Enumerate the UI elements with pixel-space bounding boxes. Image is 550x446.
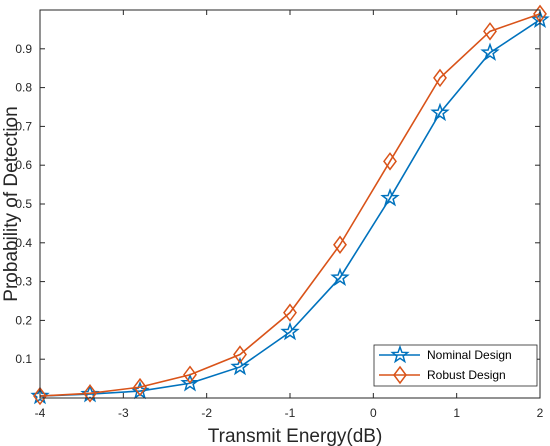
y-axis-label: Probability of Detection xyxy=(1,106,22,301)
y-tick-label: 0.7 xyxy=(15,119,32,133)
data-point-star xyxy=(480,42,500,61)
data-point-star xyxy=(380,187,400,207)
y-tick-label: 0.1 xyxy=(15,352,32,366)
series-robust-design xyxy=(33,4,547,406)
plot-area-frame xyxy=(39,9,541,399)
data-point-star xyxy=(330,267,350,286)
y-tick-label: 0.2 xyxy=(15,313,32,327)
y-axis-ticks: 0.1 0.2 0.3 0.4 0.5 0.6 0.7 0.8 0.9 xyxy=(15,42,540,366)
series-nominal-design xyxy=(30,9,550,405)
data-point-diamond xyxy=(333,235,347,254)
data-point-star xyxy=(180,373,200,392)
y-tick-label: 0.3 xyxy=(15,275,32,289)
x-tick-label: 1 xyxy=(453,406,460,420)
data-point-star xyxy=(280,321,300,341)
x-axis-ticks: -4 -3 -2 -1 0 1 2 xyxy=(35,10,544,420)
data-point-star xyxy=(80,383,100,403)
x-axis-label: Transmit Energy(dB) xyxy=(208,426,383,446)
plot-area-background xyxy=(40,10,540,398)
series-layer xyxy=(30,4,550,406)
data-point-diamond xyxy=(283,303,297,322)
data-point-diamond xyxy=(133,377,147,397)
data-point-diamond xyxy=(483,22,497,41)
y-tick-label: 0.9 xyxy=(15,42,32,56)
data-point-diamond xyxy=(83,384,97,403)
data-point-diamond xyxy=(383,152,397,171)
x-tick-label: 2 xyxy=(537,406,544,420)
legend-nominal-star-marker xyxy=(390,344,410,364)
series-line xyxy=(39,19,541,397)
y-tick-label: 0.4 xyxy=(15,236,32,250)
data-point-diamond xyxy=(183,365,197,384)
x-tick-label: -1 xyxy=(285,406,296,420)
x-tick-label: 0 xyxy=(370,406,377,420)
data-point-star xyxy=(30,385,50,405)
series-line xyxy=(39,13,541,397)
data-point-diamond xyxy=(33,386,47,406)
x-tick-label: -4 xyxy=(35,406,46,420)
y-tick-label: 0.8 xyxy=(15,81,32,95)
y-tick-label: 0.6 xyxy=(15,158,32,172)
data-point-diamond xyxy=(233,345,247,364)
legend-robust-label: Robust Design xyxy=(427,368,506,382)
data-point-diamond xyxy=(433,68,447,88)
legend-robust-diamond-marker xyxy=(393,365,407,385)
data-point-star xyxy=(430,102,450,122)
x-tick-label: -3 xyxy=(118,406,129,420)
data-point-star xyxy=(230,356,250,376)
x-tick-label: -2 xyxy=(201,406,212,420)
legend: Nominal Design Robust Design xyxy=(373,344,538,387)
y-tick-label: 0.5 xyxy=(15,197,32,211)
legend-nominal-label: Nominal Design xyxy=(427,348,512,362)
